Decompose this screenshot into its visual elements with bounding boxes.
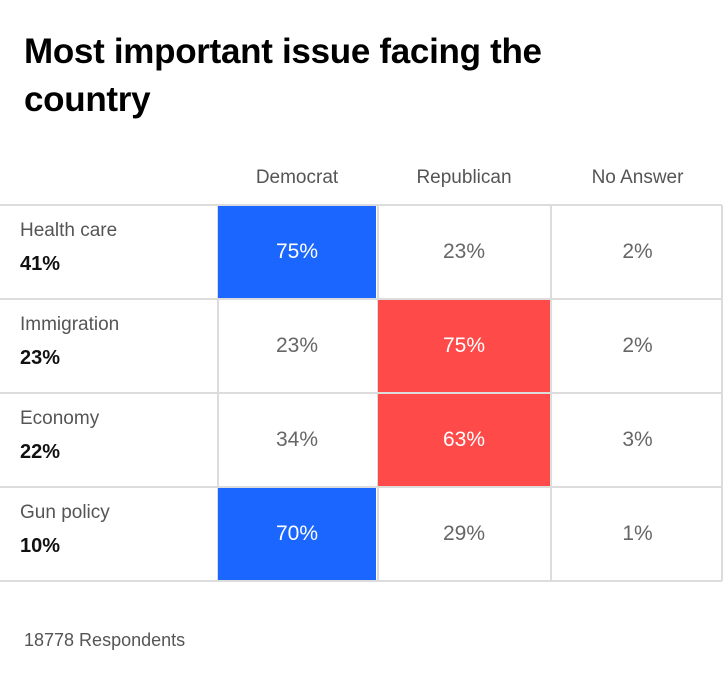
row-divider <box>0 580 722 582</box>
cell-health-care-no-answer: 2% <box>622 240 653 263</box>
cell-gun-policy-no-answer: 1% <box>622 522 653 545</box>
column-divider <box>721 205 723 581</box>
row-label-immigration: Immigration 23% <box>20 314 119 370</box>
issue-share: 23% <box>20 347 61 369</box>
issue-share: 22% <box>20 441 61 463</box>
cell-immigration-democrat: 23% <box>275 334 319 357</box>
issue-name: Immigration <box>20 314 120 335</box>
respondents-count: 18778 Respondents <box>24 630 186 650</box>
row-divider <box>0 204 722 206</box>
cell-economy-republican: 63% <box>378 394 550 486</box>
cell-immigration-no-answer: 2% <box>622 334 653 357</box>
column-divider <box>377 205 379 581</box>
issue-name: Economy <box>20 408 100 429</box>
cell-health-care-democrat: 75% <box>218 206 376 298</box>
cell-immigration-republican: 75% <box>378 300 550 392</box>
column-header-republican: Republican <box>416 167 512 188</box>
issue-share: 41% <box>20 253 61 275</box>
column-divider <box>550 205 552 581</box>
row-label-economy: Economy 22% <box>20 408 99 464</box>
issue-share: 10% <box>20 535 61 557</box>
issue-name: Gun policy <box>20 502 110 523</box>
row-divider <box>0 392 722 394</box>
column-header-democrat: Democrat <box>255 167 339 188</box>
cell-economy-democrat: 34% <box>275 428 319 451</box>
chart-title: Most important issue facing the country <box>24 32 542 119</box>
column-header-no-answer: No Answer <box>591 167 684 188</box>
row-divider <box>0 298 722 300</box>
cell-gun-policy-republican: 29% <box>442 522 486 545</box>
cell-economy-no-answer: 3% <box>622 428 653 451</box>
cell-gun-policy-democrat: 70% <box>218 488 376 580</box>
row-label-gun-policy: Gun policy 10% <box>20 502 110 558</box>
column-divider <box>217 205 219 581</box>
row-label-health-care: Health care 41% <box>20 220 117 276</box>
issue-name: Health care <box>20 220 118 241</box>
row-divider <box>0 486 722 488</box>
cell-health-care-republican: 23% <box>442 240 486 263</box>
